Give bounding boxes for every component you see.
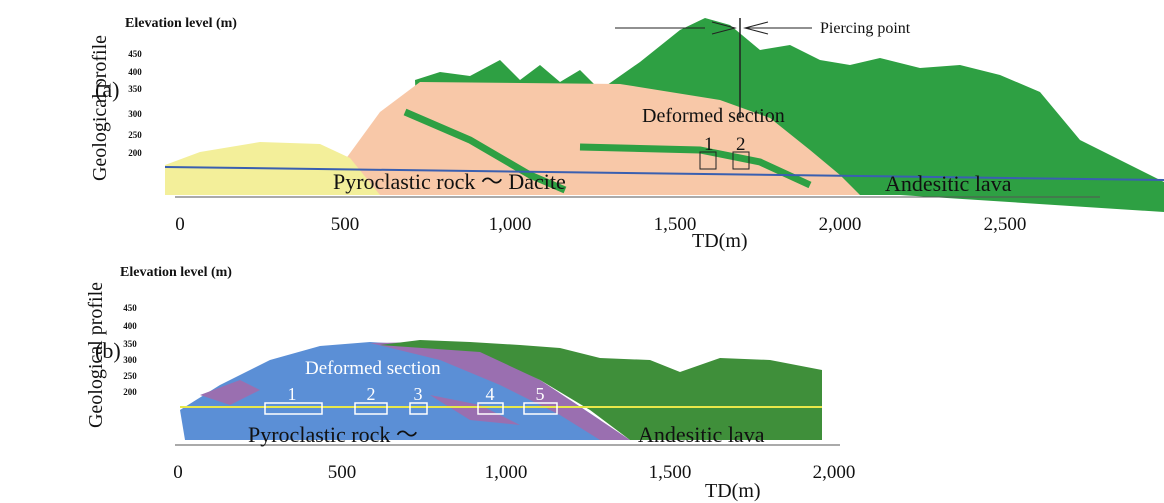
x-tick-label: 2,000 <box>819 214 862 235</box>
box-label: 3 <box>414 384 423 404</box>
annotation: Pyroclastic rock ～ Dacite <box>333 169 566 194</box>
y-tick-label: 350 <box>128 84 142 94</box>
annotation: Deformed section <box>642 105 785 127</box>
box-label: 5 <box>536 384 545 404</box>
x-title: TD(m) <box>705 480 761 502</box>
x-tick-label: 1,000 <box>485 462 528 483</box>
x-tick-label: 0 <box>173 462 183 483</box>
y-title: Elevation level (m) <box>125 16 237 31</box>
y-tick-label: 300 <box>123 355 137 365</box>
y-tick-label: 250 <box>123 371 137 381</box>
y-tick-label: 200 <box>128 148 142 158</box>
y-tick-label: 400 <box>128 67 142 77</box>
x-tick-label: 500 <box>331 214 360 235</box>
y-tick-label: 300 <box>128 109 142 119</box>
annotation: Pyroclastic rock ～ <box>248 422 418 447</box>
y-tick-label: 450 <box>123 303 137 313</box>
annotation: Andesitic lava <box>885 171 1012 196</box>
box-label: 2 <box>736 134 746 155</box>
x-tick-label: 1,500 <box>654 214 697 235</box>
box-label: 1 <box>704 134 714 155</box>
x-tick-label: 1,000 <box>489 214 532 235</box>
annotation: Andesitic lava <box>638 422 765 447</box>
y-tick-label: 350 <box>123 339 137 349</box>
x-tick-label: 0 <box>175 214 185 235</box>
x-tick-label: 2,000 <box>813 462 856 483</box>
y-tick-label: 450 <box>128 49 142 59</box>
y-title: Elevation level (m) <box>120 265 232 280</box>
y-tick-label: 250 <box>128 130 142 140</box>
annotation: Piercing point <box>820 20 911 37</box>
figure: (a) Elevation level (m) Geological profi… <box>0 0 1164 503</box>
x-title: TD(m) <box>692 230 748 252</box>
x-tick-label: 2,500 <box>984 214 1027 235</box>
x-tick-label: 500 <box>328 462 357 483</box>
y-tick-label: 400 <box>123 321 137 331</box>
side-title: Geological profile <box>85 282 107 428</box>
box-label: 4 <box>486 384 495 404</box>
box-label: 1 <box>288 384 297 404</box>
box-label: 2 <box>367 384 376 404</box>
y-tick-label: 200 <box>123 387 137 397</box>
annotation: Deformed section <box>305 358 441 379</box>
side-title: Geological profile <box>89 35 111 181</box>
x-tick-label: 1,500 <box>649 462 692 483</box>
